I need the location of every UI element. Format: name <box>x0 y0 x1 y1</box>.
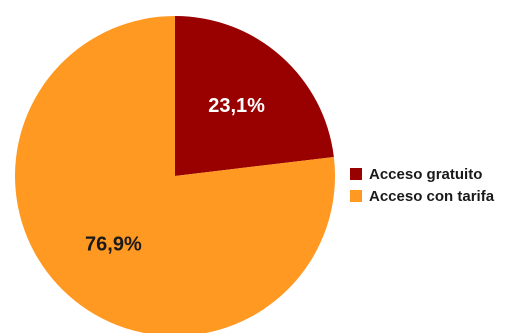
data-label-acceso-con-tarifa: 76,9% <box>85 234 142 256</box>
legend-swatch-acceso-con-tarifa <box>350 190 362 202</box>
pie-slice-acceso-gratuito <box>175 16 334 176</box>
legend-item-acceso-con-tarifa: Acceso con tarifa <box>350 185 494 207</box>
pie-slice-acceso-con-tarifa <box>15 16 335 333</box>
chart-legend: Acceso gratuito Acceso con tarifa <box>350 163 494 207</box>
legend-label-acceso-gratuito: Acceso gratuito <box>369 165 483 183</box>
legend-label-acceso-con-tarifa: Acceso con tarifa <box>369 187 495 205</box>
pie-slices <box>15 16 335 333</box>
legend-swatch-acceso-gratuito <box>350 168 362 180</box>
data-label-acceso-gratuito: 23,1% <box>208 95 265 117</box>
pie-labels: 23,1% 76,9% <box>85 95 265 256</box>
legend-item-acceso-gratuito: Acceso gratuito <box>350 163 494 185</box>
